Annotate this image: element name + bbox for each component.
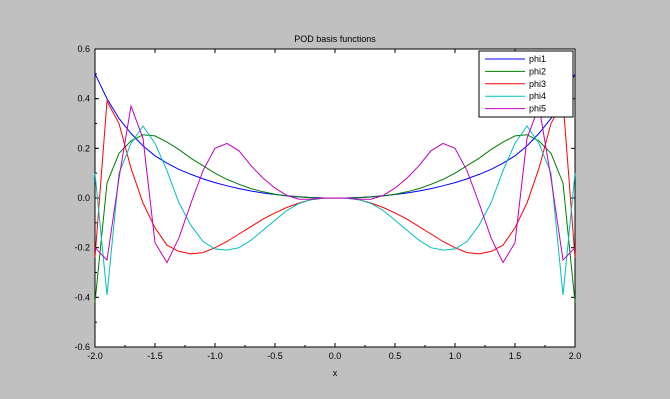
x-tick-label: 0.0 (329, 351, 342, 361)
y-tick-label: 0.4 (77, 94, 90, 104)
x-tick-label: -0.5 (267, 351, 283, 361)
legend: phi1 phi2 phi3 phi4 phi5 (478, 50, 574, 118)
y-tick-label: -0.4 (74, 292, 90, 302)
legend-label: phi2 (529, 66, 546, 76)
series-layer (94, 73, 576, 303)
legend-box (478, 50, 574, 118)
y-tick-label: 0.0 (77, 193, 90, 203)
legend-label: phi1 (529, 54, 546, 64)
x-tick-label: -1.5 (147, 351, 163, 361)
x-tick-label: -2.0 (87, 351, 103, 361)
y-tick-label: 0.6 (77, 44, 90, 54)
x-tick-label: 0.5 (389, 351, 402, 361)
y-tick-label: -0.2 (74, 243, 90, 253)
x-axis: -2.0 -1.5 -1.0 -0.5 0.0 0.5 1.0 1.5 2.0 (87, 49, 581, 361)
y-tick-label: 0.2 (77, 143, 90, 153)
y-tick-label: -0.6 (74, 342, 90, 352)
x-tick-label: -1.0 (207, 351, 223, 361)
series-line-phi5 (94, 104, 576, 264)
legend-label: phi5 (529, 104, 546, 114)
legend-label: phi3 (529, 79, 546, 89)
chart-title: POD basis functions (294, 34, 376, 44)
x-tick-label: 1.5 (509, 351, 522, 361)
x-axis-label: x (333, 368, 338, 378)
legend-label: phi4 (529, 91, 546, 101)
x-tick-label: 1.0 (449, 351, 462, 361)
x-tick-label: 2.0 (569, 351, 582, 361)
